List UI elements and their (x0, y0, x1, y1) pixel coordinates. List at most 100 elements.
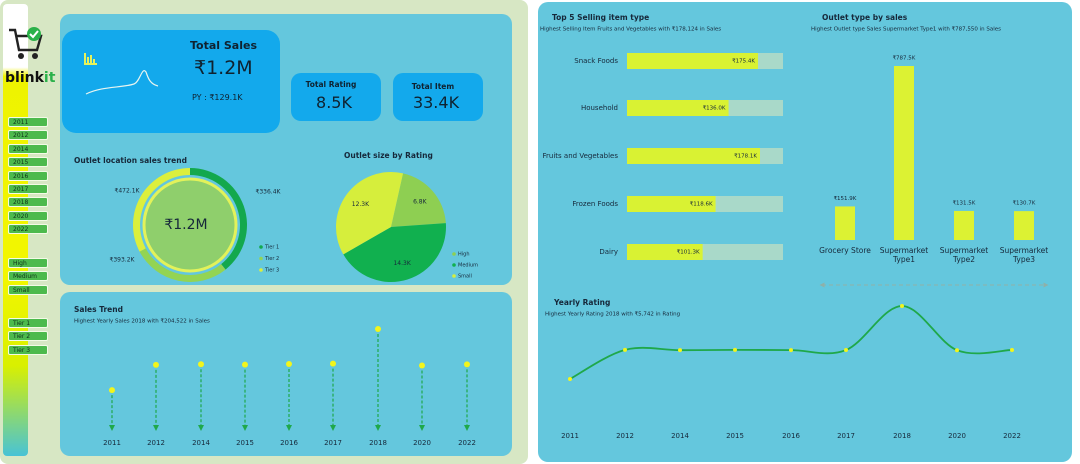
slicer-button[interactable]: Medium (8, 271, 48, 282)
bar (627, 196, 716, 212)
logo-text: blinkit (5, 70, 55, 86)
slicer-button[interactable]: Tier 3 (8, 344, 48, 355)
bar (1014, 211, 1034, 240)
x-tick-label: 2018 (893, 432, 911, 440)
chart-title: Sales Trend (74, 305, 123, 314)
bar (627, 100, 729, 116)
y-tick-label: Snack Foods (574, 57, 618, 65)
kpi-label: Total Item (411, 82, 455, 91)
line-dot (568, 377, 572, 381)
kpi-sparkline (84, 53, 159, 95)
pie-slice (343, 223, 446, 282)
data-label: ₹151.9K (834, 195, 857, 202)
slicer-button[interactable]: 2018 (8, 197, 48, 208)
data-label: ₹787.5K (893, 55, 916, 62)
legend-marker (259, 268, 263, 272)
chart-subtitle: Highest Yearly Sales 2018 with ₹204,522 … (74, 318, 210, 325)
data-label: ₹131.5K (953, 199, 976, 206)
kpi-card: Total Sales ₹1.2M PY : ₹129.1K (62, 30, 280, 133)
line-dot (789, 348, 793, 353)
lollipop-dot (330, 360, 336, 367)
slicer-button[interactable]: 2015 (8, 157, 48, 168)
bar (954, 210, 974, 240)
chart-title: Yearly Rating (553, 298, 610, 307)
data-label: ₹175.4K (732, 58, 755, 65)
legend-marker (452, 263, 456, 267)
bar (627, 53, 758, 69)
chart-subtitle: Highest Selling Item Fruits and Vegetabl… (540, 26, 721, 33)
y-tick-label: Dairy (599, 248, 618, 256)
donut-center-label: ₹1.2M (164, 217, 207, 233)
x-tick-label: 2020 (413, 439, 431, 447)
data-label: ₹130.7K (1013, 200, 1036, 207)
kpi-value: 33.4K (412, 93, 460, 112)
x-tick-label: 2014 (671, 432, 689, 440)
y-tick-label: Frozen Foods (572, 200, 618, 208)
data-label: ₹136.0K (703, 105, 726, 112)
kpi-label: Total Sales (190, 39, 258, 52)
slicer-button[interactable]: Tier 1 (8, 318, 48, 328)
legend-label: Medium (458, 263, 478, 269)
bar (894, 66, 914, 240)
donut-segment (132, 168, 190, 252)
y-tick-label: Household (581, 104, 618, 112)
data-label: ₹118.6K (690, 201, 713, 208)
x-tick-label: 2020 (948, 432, 966, 440)
slicer-button[interactable]: Tier 2 (8, 331, 48, 342)
slicer-button[interactable]: 2016 (8, 170, 48, 181)
x-tick-label: 2011 (561, 432, 579, 440)
data-label: 12.3K (352, 201, 370, 208)
chart-title: Top 5 Selling item type (552, 13, 649, 22)
lollipop-dot (109, 387, 115, 394)
slicer-button[interactable]: 2022 (8, 224, 48, 235)
x-tick-label: 2012 (147, 439, 165, 447)
chart-title: Outlet size by Rating (344, 151, 433, 160)
lollipop-dot (286, 361, 292, 368)
x-tick-label: Supermarket Type1 (879, 246, 929, 264)
bar (835, 206, 855, 240)
slicer-button[interactable]: 2012 (8, 130, 48, 141)
x-tick-label: 2022 (1003, 432, 1021, 440)
slicer-button[interactable]: Small (8, 284, 48, 295)
kpi-value: ₹1.2M (194, 57, 253, 79)
legend-label: Tier 2 (264, 256, 279, 262)
line-dot (844, 348, 848, 353)
x-tick-label: Grocery Store (819, 246, 871, 255)
kpi-value: 8.5K (316, 93, 352, 112)
bar (627, 148, 760, 164)
data-label: ₹101.3K (677, 249, 700, 256)
legend-label: High (458, 252, 470, 258)
line-dot (900, 304, 904, 308)
data-label: ₹472.1K (115, 188, 141, 195)
legend-marker (259, 256, 263, 261)
legend-marker (452, 274, 456, 278)
slicer-button[interactable]: 2014 (8, 143, 48, 154)
slicer-button[interactable]: High (8, 258, 48, 268)
lollipop-dot (198, 361, 204, 368)
line-dot (623, 347, 627, 352)
line-dot (678, 348, 682, 353)
x-tick-label: 2022 (458, 439, 476, 447)
slicer-button[interactable]: 2011 (8, 117, 48, 127)
slicer-button[interactable]: 2020 (8, 210, 48, 221)
chart-title: Outlet type by sales (822, 13, 908, 22)
bar (627, 244, 703, 260)
line-dot (1010, 347, 1014, 352)
logo-icon (9, 27, 43, 59)
x-tick-label: 2016 (782, 432, 800, 440)
kpi-previous: PY : ₹129.1K (192, 93, 243, 102)
pie-slice (336, 172, 404, 255)
data-label: ₹178.1K (734, 153, 757, 160)
kpi-label: Total Rating (305, 80, 357, 89)
logo-part: it (43, 70, 56, 86)
x-tick-label: 2014 (192, 439, 210, 447)
chart-title: Outlet location sales trend (74, 156, 187, 165)
data-label: 6.8K (413, 199, 428, 206)
chart-subtitle: Highest Yearly Rating 2018 with ₹5,742 i… (545, 311, 680, 318)
legend-label: Small (458, 274, 472, 280)
slicer-button[interactable]: 2017 (8, 184, 48, 194)
kpi-card: Total Item 33.4K (393, 73, 483, 121)
x-tick-label: 2015 (726, 432, 744, 440)
